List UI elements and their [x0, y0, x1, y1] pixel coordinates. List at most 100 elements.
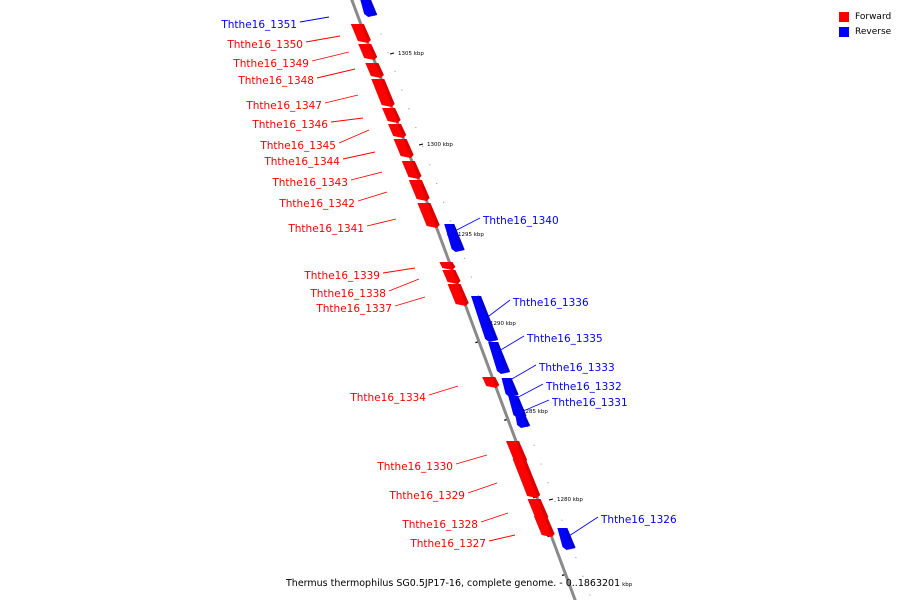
scale-tick [548, 498, 554, 501]
minor-tick [575, 556, 577, 559]
gene-leader-line [350, 171, 383, 181]
minor-tick [435, 182, 438, 185]
gene-leader-line [299, 16, 330, 23]
gene-block [388, 124, 407, 138]
gene-label: Ththe16_1335 [526, 333, 603, 345]
gene-block [393, 139, 414, 158]
gene-shading [492, 377, 500, 387]
gene-label: Ththe16_1351 [220, 19, 297, 31]
gene-leader-line [484, 299, 511, 320]
gene-shading [381, 79, 395, 106]
minor-tick [463, 257, 466, 260]
gene-label: Ththe16_1343 [271, 177, 348, 189]
gene-shading [375, 63, 384, 77]
gene-shading [392, 108, 401, 122]
minor-tick [540, 463, 542, 465]
gene-block [557, 528, 576, 550]
gene-shading [360, 24, 371, 42]
genome-title-text: Thermus thermophilus SG0.5JP17-16, compl… [286, 578, 621, 589]
gene-block [533, 516, 555, 537]
gene-label: Ththe16_1327 [409, 538, 486, 550]
minor-tick [401, 89, 403, 91]
minor-tick [470, 276, 473, 278]
gene-label: Ththe16_1330 [376, 461, 453, 473]
legend: Forward Reverse [839, 9, 891, 39]
gene-leader-line [330, 117, 364, 123]
minor-tick [387, 51, 389, 54]
minor-tick [415, 126, 417, 129]
gene-leader-line [504, 364, 537, 384]
gene-shading [403, 139, 414, 157]
gene-shading [543, 516, 555, 536]
gene-leader-line [455, 454, 488, 465]
gene-label: Ththe16_1328 [401, 519, 478, 531]
gene-label: Ththe16_1331 [551, 397, 628, 409]
minor-tick [561, 519, 563, 521]
gene-shading [398, 124, 407, 137]
gene-shading [515, 441, 528, 462]
gene-shading [515, 396, 527, 417]
scale-label: 1290 kbp [490, 321, 516, 327]
gene-label: Ththe16_1326 [600, 514, 677, 526]
gene-leader-line [510, 383, 544, 402]
gene-block [371, 79, 395, 107]
genome-title: Thermus thermophilus SG0.5JP17-16, compl… [286, 578, 632, 589]
gene-leader-line [394, 296, 426, 307]
gene-shading [367, 0, 378, 16]
minor-tick [442, 201, 445, 203]
gene-leader-line [366, 218, 397, 227]
gene-leader-line [493, 335, 525, 355]
gene-label: Ththe16_1346 [251, 119, 328, 131]
gene-label: Ththe16_1334 [349, 392, 426, 404]
legend-item-reverse: Reverse [839, 24, 891, 39]
gene-shading [457, 284, 469, 305]
gene-leader-line [513, 399, 550, 416]
gene-label: Ththe16_1332 [545, 381, 622, 393]
gene-leader-line [467, 482, 498, 494]
gene-shading [478, 296, 499, 341]
gene-leader-line [488, 534, 516, 542]
gene-block [505, 441, 528, 463]
gene-leader-line [388, 278, 420, 292]
gene-label: Ththe16_1345 [259, 140, 336, 152]
minor-tick [408, 108, 410, 110]
gene-label: Ththe16_1337 [315, 303, 392, 315]
gene-leader-line [342, 151, 376, 160]
gene-leader-line [446, 217, 481, 236]
forward-swatch [839, 11, 849, 22]
gene-label: Ththe16_1339 [303, 270, 380, 282]
gene-shading [427, 203, 440, 227]
minor-tick [380, 33, 382, 35]
gene-label: Ththe16_1349 [232, 58, 309, 70]
gene-block [382, 108, 401, 123]
gene-leader-line [338, 129, 370, 144]
legend-label-forward: Forward [855, 11, 892, 22]
gene-label: Ththe16_1347 [245, 100, 322, 112]
minor-tick [428, 164, 431, 166]
scale-tick [389, 52, 395, 55]
gene-block [358, 44, 378, 60]
gene-label: Ththe16_1329 [388, 490, 465, 502]
scale-label: 1285 kbp [522, 409, 548, 415]
gene-block [365, 63, 384, 78]
gene-block [471, 296, 499, 342]
scale-label: 1280 kbp [557, 497, 583, 503]
minor-tick [449, 220, 452, 222]
minor-tick [588, 594, 591, 596]
gene-shading [368, 44, 378, 59]
minor-tick [421, 145, 424, 147]
gene-block [447, 284, 469, 306]
gene-leader-line [382, 267, 416, 274]
gene-shading [411, 161, 422, 178]
reverse-swatch [839, 26, 849, 37]
gene-block [512, 459, 541, 498]
gene-leader-line [480, 512, 509, 523]
gene-label: Ththe16_1344 [263, 156, 340, 168]
minor-tick [547, 482, 549, 484]
gene-block [527, 499, 549, 520]
gene-leader-line [311, 51, 350, 62]
scale-label: 1300 kbp [427, 142, 453, 148]
gene-label: Ththe16_1341 [287, 223, 364, 235]
gene-block [508, 396, 527, 418]
